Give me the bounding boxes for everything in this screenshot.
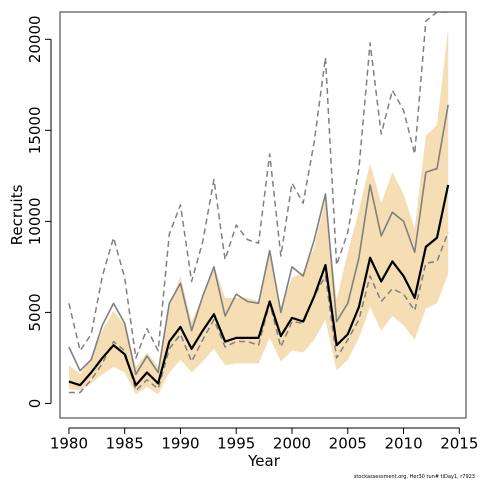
y-axis-title: Recruits <box>8 184 26 245</box>
median-recruits-line <box>68 184 450 387</box>
x-tick-label: 2010 <box>384 435 422 453</box>
plot-frame <box>59 11 467 419</box>
x-tick-label: 1990 <box>161 435 199 453</box>
y-tick-label: 10000 <box>26 198 44 246</box>
axes: 1980 1985 1990 1995 2000 2005 2010 2015 0 5000 100… <box>26 15 478 452</box>
source-credit: stockassessment.org, Her30 run# tiDay1, … <box>354 474 475 480</box>
y-tick-label: 5000 <box>26 293 44 331</box>
y-tick-label: 15000 <box>26 106 44 154</box>
y-tick-label: 0 <box>26 399 44 409</box>
comparison-line <box>68 104 449 376</box>
upper-bound-line <box>68 12 449 359</box>
plot-area <box>68 12 450 395</box>
x-tick-label: 1980 <box>50 435 88 453</box>
x-tick-label: 1985 <box>106 435 144 453</box>
y-tick-label: 20000 <box>26 15 44 63</box>
x-axis-title: Year <box>247 452 281 470</box>
x-tick-label: 1995 <box>217 435 255 453</box>
x-tick-label: 2015 <box>440 435 478 453</box>
x-tick-label: 2005 <box>329 435 367 453</box>
x-tick-label: 2000 <box>273 435 311 453</box>
confidence-band <box>68 28 449 395</box>
